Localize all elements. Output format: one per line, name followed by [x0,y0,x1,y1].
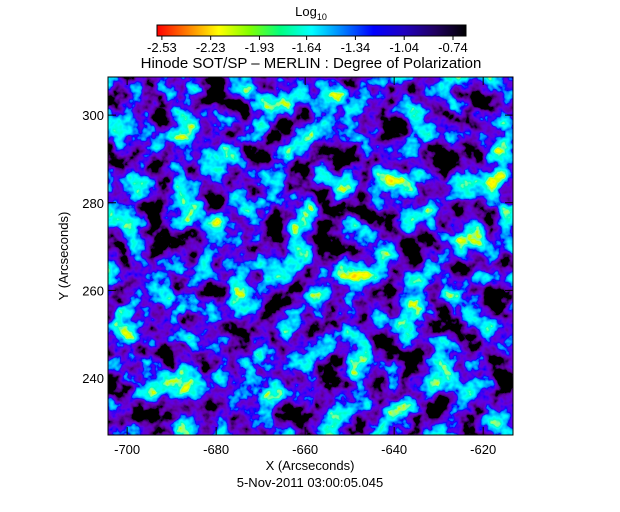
x-tick-label: -700 [114,442,140,457]
plot-frame [107,76,514,436]
y-tick-label: 240 [82,371,104,386]
colorbar [156,24,467,37]
y-tick-label: 260 [82,283,104,298]
y-axis-label: Y (Arcseconds) [56,212,71,301]
colorbar-tick-label: -1.64 [292,40,322,55]
x-tick-label: -680 [203,442,229,457]
colorbar-tick-label: -1.34 [341,40,371,55]
colorbar-tick-label: -0.74 [438,40,468,55]
colorbar-tick-label: -2.53 [147,40,177,55]
x-tick-label: -640 [381,442,407,457]
colorbar-tick-label: -2.23 [196,40,226,55]
x-tick-label: -620 [470,442,496,457]
x-axis-label: X (Arcseconds) [266,458,355,473]
y-tick-label: 300 [82,108,104,123]
y-tick-label: 280 [82,196,104,211]
footer-date: 5-Nov-2011 03:00:05.045 [237,475,383,490]
chart-title: Hinode SOT/SP – MERLIN : Degree of Polar… [141,55,482,72]
colorbar-tick-label: -1.93 [245,40,275,55]
colorbar-tick-label: -1.04 [389,40,419,55]
polarization-image [108,77,513,435]
colorbar-label: Log10 [295,4,327,22]
x-tick-label: -660 [292,442,318,457]
